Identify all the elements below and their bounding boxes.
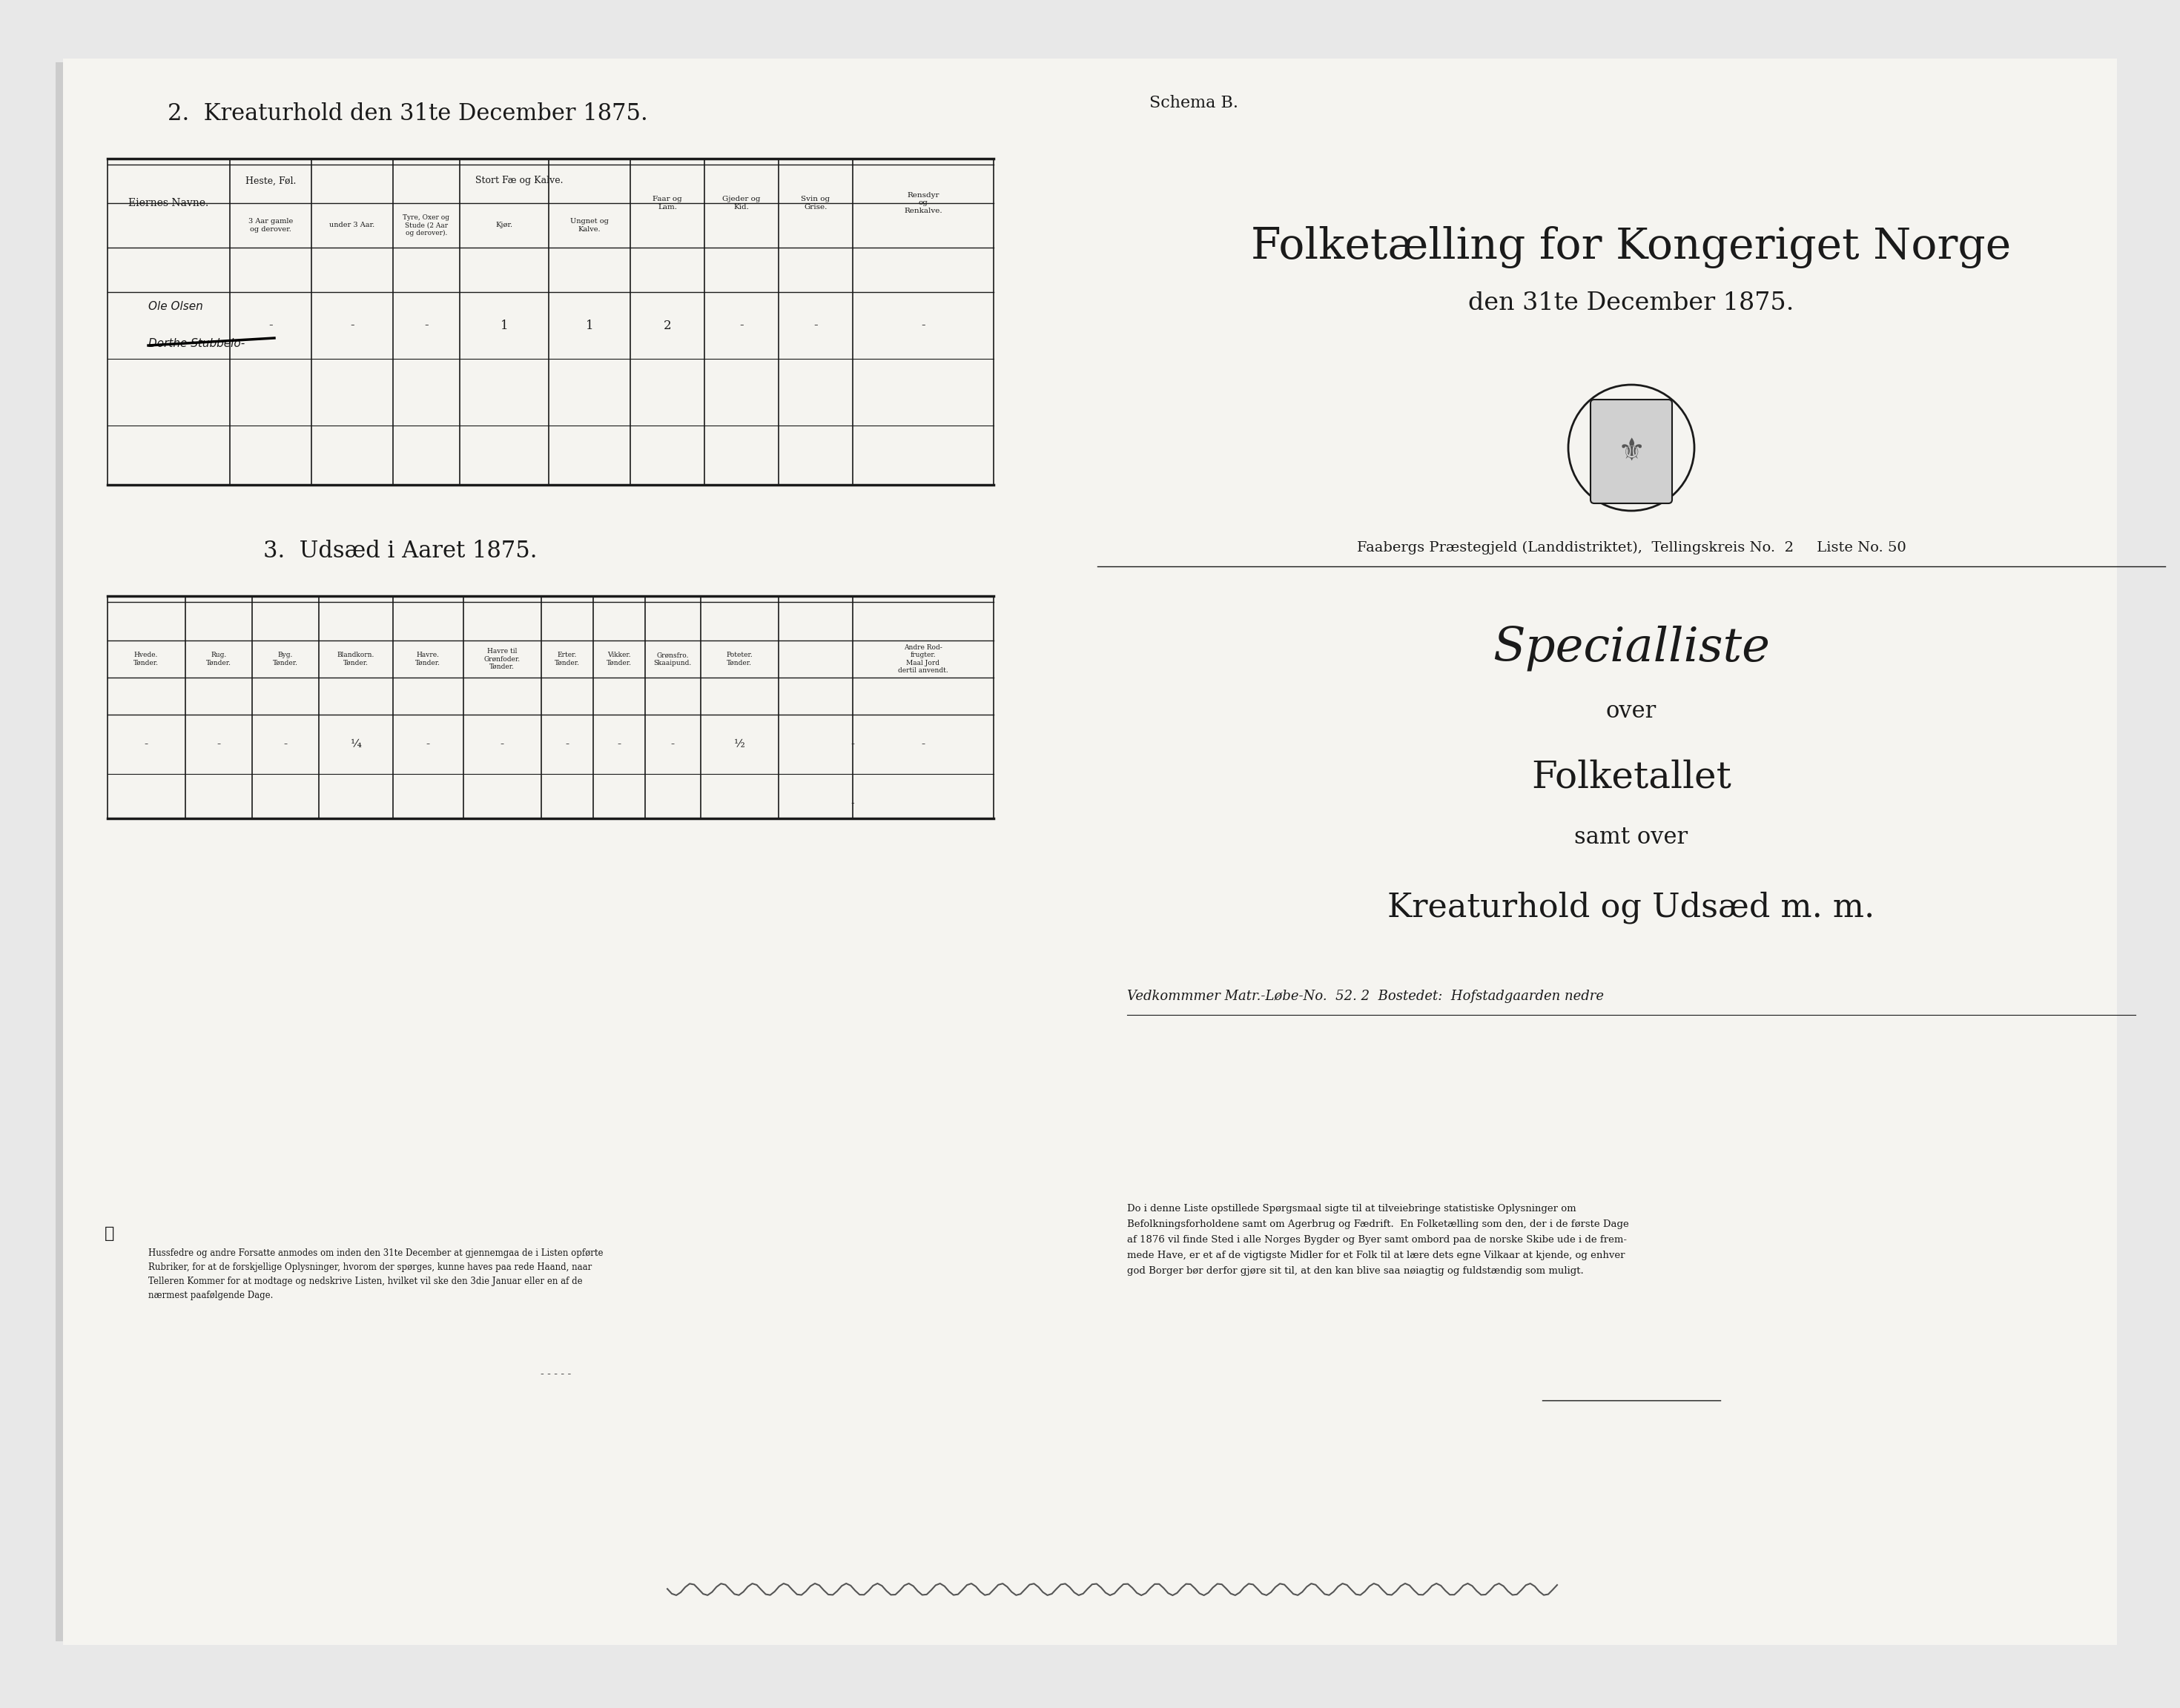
Text: Hussfedre og andre Forsatte anmodes om inden den 31te December at gjennemgaa de : Hussfedre og andre Forsatte anmodes om i…: [148, 1249, 604, 1300]
Text: Kjør.: Kjør.: [495, 222, 512, 229]
Text: Tyre, Oxer og
Stude (2 Aar
og derover).: Tyre, Oxer og Stude (2 Aar og derover).: [403, 214, 449, 236]
Text: den 31te December 1875.: den 31te December 1875.: [1469, 292, 1794, 314]
Text: Havre.
Tønder.: Havre. Tønder.: [414, 652, 440, 666]
Text: Svin og
Grise.: Svin og Grise.: [800, 196, 831, 210]
Text: ½: ½: [735, 740, 746, 750]
Text: Rug.
Tønder.: Rug. Tønder.: [207, 652, 231, 666]
Text: Grønsfro.
Skaaipund.: Grønsfro. Skaaipund.: [654, 652, 691, 666]
Text: Folketælling for Kongeriget Norge: Folketælling for Kongeriget Norge: [1251, 227, 2012, 268]
Text: -: -: [499, 740, 504, 750]
Text: -: -: [739, 319, 743, 331]
Text: Stort Fæ og Kalve.: Stort Fæ og Kalve.: [475, 176, 562, 186]
Text: Byg.
Tønder.: Byg. Tønder.: [272, 652, 299, 666]
Text: Do i denne Liste opstillede Spørgsmaal sigte til at tilveiebringe statistiske Op: Do i denne Liste opstillede Spørgsmaal s…: [1127, 1204, 1628, 1276]
Text: Folketallet: Folketallet: [1530, 760, 1731, 796]
Text: -: -: [351, 319, 355, 331]
Text: Hvede.
Tønder.: Hvede. Tønder.: [133, 652, 159, 666]
Text: -: -: [850, 740, 855, 750]
Text: Faabergs Præstegjeld (Landdistriktet),  Tellingskreis No.  2     Liste No. 50: Faabergs Præstegjeld (Landdistriktet), T…: [1356, 541, 1905, 555]
Text: Heste, Føl.: Heste, Føl.: [246, 176, 296, 186]
Text: Ole Olsen: Ole Olsen: [148, 301, 203, 313]
Text: Blandkorn.
Tønder.: Blandkorn. Tønder.: [338, 652, 375, 666]
Text: -: -: [850, 798, 855, 810]
Bar: [57, 61, 68, 1641]
Text: -: -: [283, 740, 288, 750]
Text: -: -: [922, 319, 924, 331]
Text: -: -: [268, 319, 272, 331]
Text: -: -: [565, 740, 569, 750]
Text: Schema B.: Schema B.: [1149, 96, 1238, 111]
Text: samt over: samt over: [1574, 825, 1687, 849]
Text: 1: 1: [499, 319, 508, 331]
FancyBboxPatch shape: [1591, 400, 1672, 504]
Text: -: -: [144, 740, 148, 750]
Text: Specialliste: Specialliste: [1493, 625, 1770, 671]
Text: - - - - -: - - - - -: [541, 1370, 571, 1380]
Text: Eiernes Navne.: Eiernes Navne.: [129, 198, 209, 208]
Text: ☞: ☞: [105, 1225, 116, 1242]
Text: Vedkommmer Matr.-Løbe-No.  52. 2  Bostedet:  Hofstadgaarden nedre: Vedkommmer Matr.-Løbe-No. 52. 2 Bostedet…: [1127, 989, 1604, 1003]
Text: Vikker.
Tønder.: Vikker. Tønder.: [606, 652, 632, 666]
Text: Rensdyr
og
Renkalve.: Rensdyr og Renkalve.: [905, 191, 942, 214]
Text: -: -: [922, 740, 924, 750]
Text: -: -: [813, 319, 818, 331]
Text: Kreaturhold og Udsæd m. m.: Kreaturhold og Udsæd m. m.: [1389, 892, 1875, 924]
Text: Erter.
Tønder.: Erter. Tønder.: [554, 652, 580, 666]
Text: Faar og
Lam.: Faar og Lam.: [652, 196, 682, 210]
Text: 1: 1: [586, 319, 593, 331]
Text: -: -: [617, 740, 621, 750]
Text: Gjeder og
Kid.: Gjeder og Kid.: [722, 196, 761, 210]
Text: ¼: ¼: [351, 740, 362, 750]
Text: under 3 Aar.: under 3 Aar.: [329, 222, 375, 229]
Text: -: -: [671, 740, 674, 750]
Text: Havre til
Grønfoder.
Tønder.: Havre til Grønfoder. Tønder.: [484, 647, 521, 670]
Text: Poteter.
Tønder.: Poteter. Tønder.: [726, 652, 752, 666]
Text: Andre Rod-
frugter.
Maal Jord
dertil anvendt.: Andre Rod- frugter. Maal Jord dertil anv…: [898, 644, 948, 675]
Text: -: -: [425, 740, 429, 750]
Text: over: over: [1607, 700, 1657, 722]
Text: Ungnet og
Kalve.: Ungnet og Kalve.: [571, 219, 608, 232]
Text: -: -: [216, 740, 220, 750]
Text: 2: 2: [663, 319, 671, 331]
Text: 2.  Kreaturhold den 31te December 1875.: 2. Kreaturhold den 31te December 1875.: [168, 102, 647, 126]
Text: 3.  Udsæd i Aaret 1875.: 3. Udsæd i Aaret 1875.: [264, 540, 538, 564]
Text: 3 Aar gamle
og derover.: 3 Aar gamle og derover.: [249, 219, 292, 232]
Text: Dorthe Stubbelo-: Dorthe Stubbelo-: [148, 338, 244, 350]
Text: ⚜: ⚜: [1618, 436, 1646, 466]
Text: -: -: [425, 319, 429, 331]
